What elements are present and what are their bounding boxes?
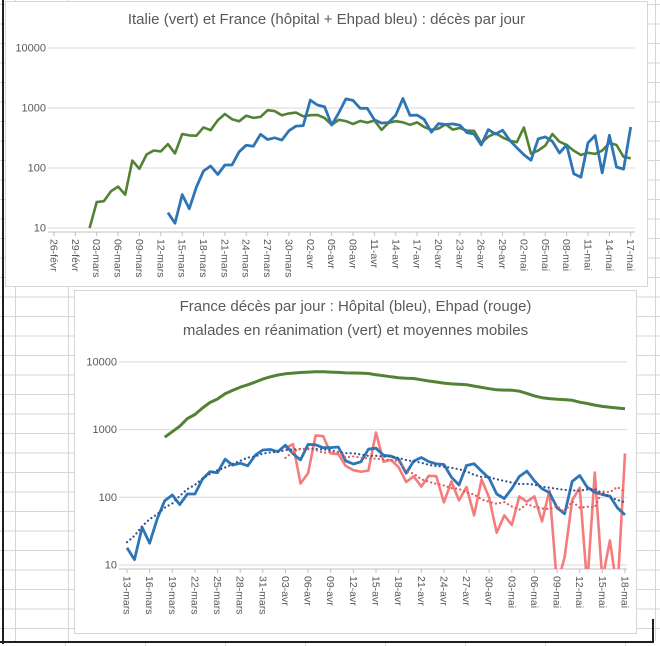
svg-text:31-mars: 31-mars: [256, 576, 268, 615]
svg-text:05-avr: 05-avr: [325, 239, 337, 269]
svg-text:09-mai: 09-mai: [551, 576, 563, 608]
sheet-column-line: [145, 643, 146, 646]
sheet-border-bottom: [0, 641, 654, 643]
svg-text:02-mai: 02-mai: [517, 239, 529, 271]
svg-text:16-mars: 16-mars: [143, 576, 155, 615]
sheet-column-line: [68, 0, 69, 641]
sheet-column-line: [625, 643, 626, 646]
svg-text:12-avr: 12-avr: [347, 576, 359, 606]
svg-text:06-mai: 06-mai: [528, 576, 540, 608]
svg-text:27-avr: 27-avr: [460, 576, 472, 606]
svg-text:26-avr: 26-avr: [475, 239, 487, 269]
svg-text:10000: 10000: [15, 43, 46, 55]
svg-text:08-avr: 08-avr: [347, 239, 359, 269]
svg-text:100: 100: [28, 163, 46, 175]
svg-text:18-mars: 18-mars: [197, 239, 209, 278]
svg-text:09-mars: 09-mars: [133, 239, 145, 278]
svg-text:26-févr: 26-févr: [48, 239, 60, 272]
chart-title-line2: malades en réanimation (vert) et moyenne…: [182, 322, 529, 339]
sheet-column-line: [465, 643, 466, 646]
svg-text:29-avr: 29-avr: [496, 239, 508, 269]
svg-text:14-mai: 14-mai: [603, 239, 615, 271]
svg-text:02-avr: 02-avr: [304, 239, 316, 269]
svg-text:20-avr: 20-avr: [432, 239, 444, 269]
svg-text:27-mars: 27-mars: [261, 239, 273, 278]
sheet-column-line: [225, 643, 226, 646]
chart-italie-france-plot: 26-févr 29-févr 03-mars 06-mars 09-mars 12-ma…: [15, 43, 636, 278]
sheet-border-corner: [652, 619, 654, 643]
svg-text:03-mai: 03-mai: [505, 576, 517, 608]
chart-title-text: Italie (vert) et France (hôpital + Ehpad…: [127, 11, 526, 28]
svg-text:10: 10: [105, 560, 117, 572]
svg-text:30-mars: 30-mars: [282, 239, 294, 278]
svg-text:18-mai: 18-mai: [618, 576, 630, 608]
svg-text:10: 10: [34, 223, 46, 235]
svg-text:03-mars: 03-mars: [90, 239, 102, 278]
svg-text:19-mars: 19-mars: [166, 576, 178, 615]
svg-text:100: 100: [99, 492, 117, 504]
svg-text:11-mai: 11-mai: [582, 239, 594, 270]
sheet-column-line: [655, 0, 656, 641]
svg-text:12-mai: 12-mai: [573, 576, 585, 608]
svg-text:15-mai: 15-mai: [596, 576, 608, 608]
chart-title-line1: France décès par jour : Hôpital (bleu), …: [179, 298, 532, 315]
svg-text:24-mars: 24-mars: [240, 239, 252, 278]
chart-title: Italie (vert) et France (hôpital + Ehpad…: [6, 8, 647, 32]
svg-text:05-mai: 05-mai: [539, 239, 551, 271]
svg-text:17-mai: 17-mai: [624, 239, 636, 271]
svg-text:13-mars: 13-mars: [121, 576, 133, 615]
svg-text:08-mai: 08-mai: [560, 239, 572, 271]
svg-text:15-avr: 15-avr: [369, 576, 381, 606]
chart-italie-france[interactable]: 26-févr 29-févr 03-mars 06-mars 09-mars 12-ma…: [5, 1, 648, 287]
sheet-column-line: [545, 643, 546, 646]
chart-france-detail-plot: 13-mars 16-mars 19-mars 22-mars 25-mars 28-ma…: [86, 356, 630, 615]
svg-text:24-avr: 24-avr: [437, 576, 449, 606]
svg-text:22-mars: 22-mars: [188, 576, 200, 615]
chart-title: France décès par jour : Hôpital (bleu), …: [75, 295, 636, 343]
svg-text:10000: 10000: [86, 356, 117, 368]
svg-text:14-avr: 14-avr: [389, 239, 401, 269]
chart-france-detail[interactable]: 13-mars 16-mars 19-mars 22-mars 25-mars 28-ma…: [74, 290, 637, 634]
svg-text:03-avr: 03-avr: [279, 576, 291, 606]
svg-text:23-avr: 23-avr: [453, 239, 465, 269]
svg-text:25-mars: 25-mars: [211, 576, 223, 615]
svg-text:09-avr: 09-avr: [324, 576, 336, 606]
svg-text:17-avr: 17-avr: [411, 239, 423, 269]
svg-text:29-févr: 29-févr: [69, 239, 81, 272]
sheet-column-line: [305, 643, 306, 646]
svg-text:12-mars: 12-mars: [154, 239, 166, 278]
sheet-column-line: [385, 643, 386, 646]
svg-text:30-avr: 30-avr: [483, 576, 495, 606]
svg-text:21-avr: 21-avr: [415, 576, 427, 606]
sheet-column-line: [15, 0, 16, 641]
svg-text:18-avr: 18-avr: [392, 576, 404, 606]
sheet-column-line: [65, 643, 66, 646]
svg-text:06-avr: 06-avr: [302, 576, 314, 606]
svg-text:21-mars: 21-mars: [218, 239, 230, 278]
svg-text:28-mars: 28-mars: [234, 576, 246, 615]
svg-text:15-mars: 15-mars: [176, 239, 188, 278]
svg-text:1000: 1000: [93, 424, 117, 436]
svg-text:11-avr: 11-avr: [368, 239, 380, 268]
sheet-border-left: [2, 0, 4, 644]
svg-text:06-mars: 06-mars: [112, 239, 124, 278]
svg-text:1000: 1000: [22, 103, 46, 115]
